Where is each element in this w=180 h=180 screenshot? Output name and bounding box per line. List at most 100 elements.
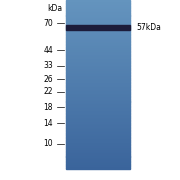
Bar (66, 79, 130, 80)
Bar (66, 99, 130, 100)
Text: 44: 44 (43, 46, 53, 55)
Bar (66, 73, 130, 75)
Bar (66, 155, 130, 156)
Bar (66, 32, 130, 34)
Bar (66, 121, 130, 123)
Bar (66, 124, 130, 125)
Text: 33: 33 (43, 61, 53, 70)
Bar (66, 138, 130, 140)
Bar (66, 154, 130, 155)
Bar (66, 30, 130, 31)
Bar (66, 10, 130, 11)
Bar (66, 130, 130, 131)
Bar (66, 137, 130, 138)
Bar (66, 55, 130, 56)
Bar (66, 83, 130, 85)
Bar (66, 24, 130, 25)
Bar (66, 164, 130, 165)
Bar (66, 0, 130, 1)
Bar (66, 114, 130, 116)
Bar (66, 71, 130, 72)
Bar (66, 127, 130, 128)
Bar (66, 15, 130, 17)
Bar (66, 3, 130, 4)
Text: 10: 10 (44, 140, 53, 148)
Bar (66, 147, 130, 148)
Bar (66, 168, 130, 169)
Bar (66, 107, 130, 109)
Bar (66, 162, 130, 164)
Bar (66, 11, 130, 13)
Bar (66, 118, 130, 120)
Bar (66, 35, 130, 37)
Bar (66, 75, 130, 76)
Bar (66, 93, 130, 94)
Text: 18: 18 (44, 103, 53, 112)
Bar (66, 51, 130, 52)
Bar (66, 44, 130, 45)
Bar (66, 18, 130, 20)
Bar (66, 145, 130, 147)
Bar (66, 104, 130, 106)
Bar (66, 102, 130, 103)
Bar (66, 69, 130, 71)
Bar (66, 141, 130, 142)
Bar (66, 6, 130, 7)
Text: kDa: kDa (47, 4, 62, 13)
Bar (66, 111, 130, 113)
Bar (66, 120, 130, 121)
Text: 14: 14 (44, 119, 53, 128)
Bar (66, 52, 130, 54)
Bar (66, 25, 130, 27)
Bar (66, 100, 130, 102)
Bar (66, 87, 130, 89)
Bar (66, 134, 130, 135)
Bar (66, 56, 130, 58)
Bar (66, 39, 130, 41)
Bar (66, 76, 130, 78)
Bar (66, 45, 130, 46)
Bar (66, 117, 130, 118)
Bar (66, 14, 130, 15)
Bar (66, 128, 130, 130)
Bar (66, 158, 130, 159)
Bar (66, 13, 130, 14)
Bar (66, 63, 130, 65)
Bar (66, 7, 130, 8)
Bar (66, 85, 130, 86)
Bar (66, 144, 130, 145)
Bar (66, 152, 130, 154)
Bar (66, 151, 130, 152)
Bar (66, 8, 130, 10)
Bar (66, 41, 130, 42)
Text: 26: 26 (44, 75, 53, 84)
Text: 70: 70 (43, 19, 53, 28)
Bar (66, 113, 130, 114)
Bar (66, 46, 130, 48)
Bar (66, 109, 130, 110)
Bar (66, 161, 130, 162)
Bar (66, 106, 130, 107)
Bar (66, 116, 130, 117)
Bar (66, 123, 130, 124)
Text: 22: 22 (44, 87, 53, 96)
Bar (66, 17, 130, 18)
Bar (66, 59, 130, 61)
Bar (66, 103, 130, 104)
Bar (66, 92, 130, 93)
Bar (66, 54, 130, 55)
Text: 57kDa: 57kDa (137, 23, 162, 32)
Bar (66, 21, 130, 22)
Bar (66, 135, 130, 137)
Bar (66, 166, 130, 168)
Bar (66, 68, 130, 69)
Bar (66, 38, 130, 39)
Bar (66, 4, 130, 6)
Bar (66, 62, 130, 64)
Bar (66, 66, 130, 68)
Bar (66, 149, 130, 151)
Bar (66, 31, 130, 32)
Bar (66, 148, 130, 149)
Bar (66, 65, 130, 66)
Bar (66, 89, 130, 90)
